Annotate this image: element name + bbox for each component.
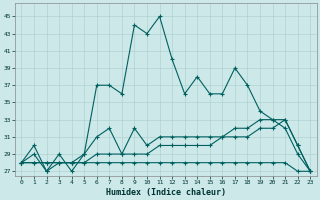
X-axis label: Humidex (Indice chaleur): Humidex (Indice chaleur) xyxy=(106,188,226,197)
